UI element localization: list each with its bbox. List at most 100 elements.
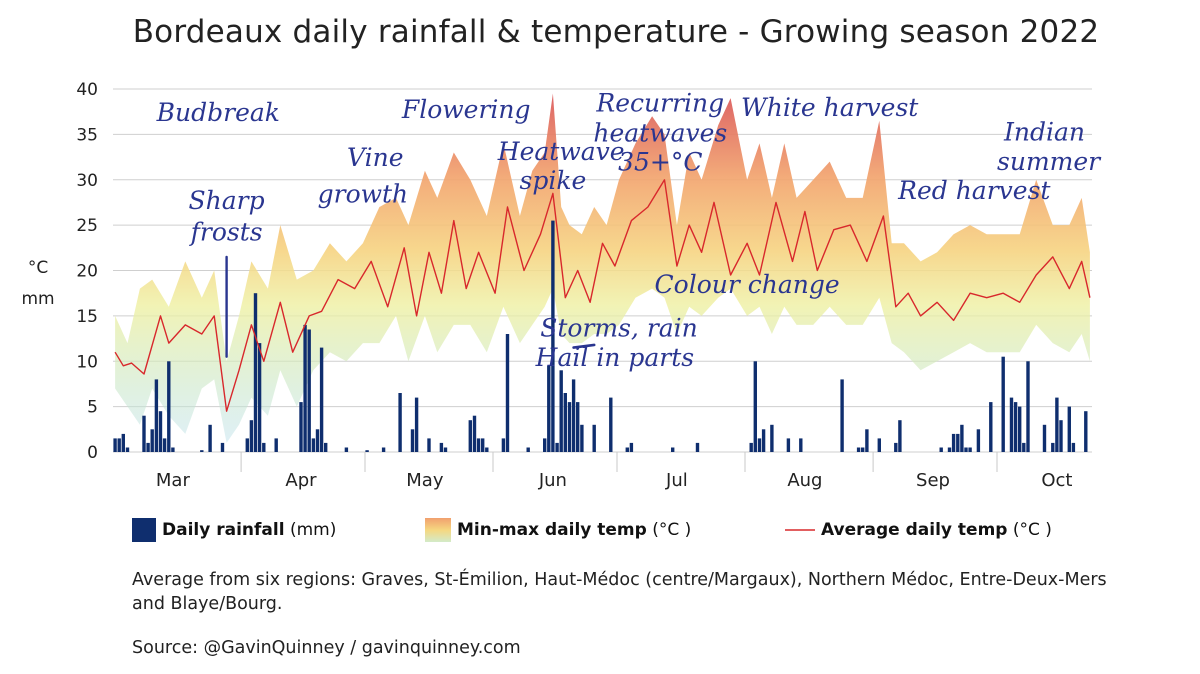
annotation-text: Hail in parts [535,343,694,372]
annotation-text: Vine [347,143,404,172]
rain-bar [960,424,964,452]
rain-bar [964,447,968,452]
rain-bar [311,438,316,452]
rain-bar [749,442,753,452]
rain-bar [324,442,328,452]
rain-bar [555,442,559,452]
annotation-text: Recurring [595,89,724,118]
annotation-text: growth [318,179,409,208]
annotation-text: Red harvest [897,176,1051,205]
rain-bar [753,361,757,453]
month-label: Aug [787,470,822,491]
annotation-text: Flowering [401,95,531,124]
rain-bar [381,447,386,452]
annotation-text: White harvest [741,93,919,122]
rain-bar [505,334,510,452]
rain-bar [1055,397,1059,452]
rain-bar [629,442,634,452]
y-tick-label: 5 [87,398,98,418]
rain-bar [303,324,307,452]
rain-bar [167,361,171,453]
legend-temp-range: Min-max daily temp (°C ) [425,518,691,542]
rain-bar [761,429,766,452]
legend-rainfall-unit: (mm) [289,520,337,540]
rain-bar [121,433,125,452]
rain-bar [414,397,419,452]
temp-range-area [115,93,1090,443]
y-unit-celsius: °C [28,258,48,278]
month-label: Sep [916,470,950,491]
month-label: Jun [538,470,567,491]
y-tick-label: 35 [76,125,98,145]
y-tick-label: 40 [76,80,98,100]
rain-bar [162,438,167,452]
chart-title: Bordeaux daily rainfall & temperature - … [132,14,1100,50]
month-label: Mar [156,470,191,491]
rain-bar [951,433,956,452]
annotation-text: Sharp [189,186,265,215]
rain-bar [1018,406,1022,452]
rain-bar [1022,442,1026,452]
y-tick-label: 15 [76,307,98,327]
rain-bar [299,402,303,452]
rain-bar [1084,411,1088,452]
rain-bar [262,442,266,452]
regions-note: Average from six regions: Graves, St-Émi… [132,570,1107,614]
rain-bar [551,220,555,452]
x-axis: Mar Apr May Jun Jul Aug Sep Oct [156,452,1072,491]
month-label: Apr [285,470,317,491]
rain-bar [856,447,861,452]
legend-temp-range-label: Min-max daily temp [457,520,647,540]
rain-bar [158,411,163,452]
rain-bar [315,429,320,452]
rain-bar [543,438,547,452]
rain-bar [501,438,506,452]
rain-bar [625,447,629,452]
rain-bar [1009,397,1014,452]
y-unit-mm: mm [21,289,54,309]
rain-bar [1042,424,1047,452]
y-tick-label: 30 [76,171,98,191]
rain-bar [1071,442,1076,452]
rain-bar [427,438,431,452]
rain-bar [877,438,881,452]
rain-bar [485,447,489,452]
annotation-text: heatwaves [593,119,727,148]
rain-bar [576,402,580,452]
rain-bar [208,424,212,452]
rain-bar [344,447,349,452]
rain-bar [1026,361,1030,453]
rain-bar [307,329,311,452]
y-tick-label: 20 [76,262,98,282]
month-label: Oct [1041,470,1072,491]
rain-bar [939,447,943,452]
rain-bar [757,438,762,452]
rain-bar [200,450,204,452]
annotation-text: Heatwave [497,137,625,166]
rain-bar [146,442,150,452]
rainfall-bars [113,220,1088,453]
rain-bar [154,379,159,452]
annotation-text: Indian [1003,118,1085,147]
rain-bar [865,429,869,452]
rain-bar [1051,442,1055,452]
rain-bar [567,402,572,452]
y-tick-label: 25 [76,216,98,236]
rain-bar [976,429,981,452]
rain-bar [1067,406,1071,452]
rain-bar [439,442,444,452]
y-tick-label: 0 [87,443,98,463]
annotation-text: spike [520,166,587,195]
rain-bar [1013,402,1018,452]
rain-bar [1059,420,1063,452]
rain-bar [898,420,902,452]
temp-range-layer [115,93,1090,443]
month-label: May [406,470,444,491]
rain-bar [526,447,530,452]
source-note: Source: @GavinQuinney / gavinquinney.com [132,638,521,658]
annotation-text: frosts [189,218,263,247]
rain-bar [770,424,774,452]
rain-bar [245,438,249,452]
rain-bar [571,379,576,452]
rain-bar [253,293,258,452]
